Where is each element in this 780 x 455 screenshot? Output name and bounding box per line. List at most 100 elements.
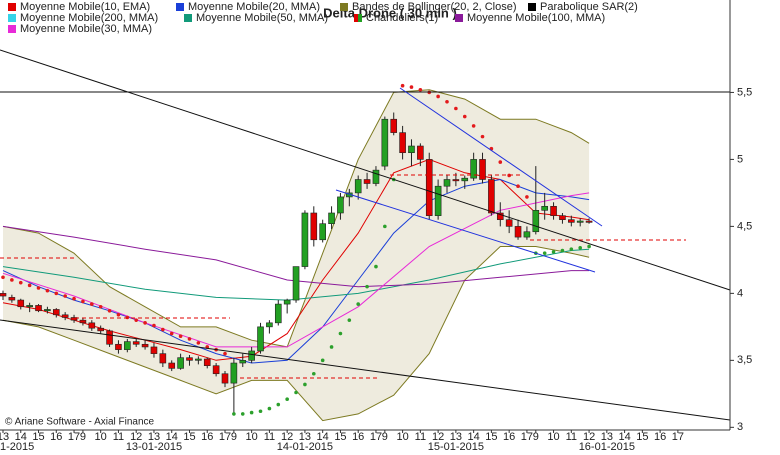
x-tick-label: 9 <box>382 431 388 443</box>
sar-dot <box>569 247 574 251</box>
candle-body <box>177 357 184 369</box>
x-tick-label: 12 <box>432 431 444 443</box>
date-label: 14-01-2015 <box>277 441 333 453</box>
candle-body <box>221 373 229 384</box>
legend-label: Bandes de Bollinger(20, 2, Close) <box>352 1 516 13</box>
x-tick-label: 14 <box>468 431 480 443</box>
candle-body <box>97 327 104 332</box>
footer: © Ariane Software - Axial Finance <box>5 417 155 428</box>
candle-body <box>106 330 113 345</box>
sar-dot <box>338 331 343 336</box>
sar-dot <box>365 284 369 289</box>
dashed-levels <box>0 174 686 379</box>
candle-body <box>52 309 60 316</box>
sar-dot <box>258 409 263 414</box>
sar-dot <box>480 134 485 139</box>
y-tick-label: 4 <box>737 287 743 299</box>
x-tick-label: 15 <box>485 431 497 443</box>
sar-dot <box>249 410 254 415</box>
sar-dot <box>98 304 103 309</box>
legend-label: Moyenne Mobile(200, MMA) <box>20 12 158 24</box>
candle-body <box>44 309 51 312</box>
sar-dot <box>232 412 236 416</box>
sar-dot <box>454 106 458 111</box>
candle-body <box>150 346 158 354</box>
sar-dot <box>72 296 76 301</box>
x-tick-label: 16 <box>503 431 515 443</box>
candle-body <box>390 118 398 133</box>
sar-dot <box>196 341 201 345</box>
x-tick-label: 17 <box>370 431 382 443</box>
x-tick-label: 10 <box>547 431 559 443</box>
candle-body <box>576 220 584 223</box>
legend-swatch <box>455 14 463 22</box>
sar-dot <box>18 280 23 285</box>
x-tick-label: 14 <box>15 431 27 443</box>
sar-dot <box>383 224 387 229</box>
ma-line <box>2 178 590 364</box>
sar-dot <box>471 124 476 128</box>
x-tick-label: 16 <box>352 431 364 443</box>
sar-dot <box>81 299 85 304</box>
sar-dot <box>1 275 5 280</box>
sar-dot <box>143 321 147 325</box>
trend-line <box>399 87 603 227</box>
x-tick-label: 11 <box>415 431 426 443</box>
ma-line <box>2 248 590 301</box>
legend-swatch <box>528 3 536 11</box>
candle-body <box>257 326 264 352</box>
x-tick-label: 10 <box>396 431 408 443</box>
sar-dot <box>240 412 245 416</box>
plot <box>0 83 593 422</box>
x-tick-label: 16 <box>654 431 666 443</box>
legend-swatch <box>8 3 16 11</box>
candle-body <box>461 177 469 182</box>
candle-body <box>26 305 33 308</box>
candle-body <box>443 179 451 187</box>
trend-lines <box>0 49 731 421</box>
x-tick-label: 14 <box>317 431 329 443</box>
candle-body <box>292 266 300 301</box>
x-tick-label: 9 <box>533 431 539 443</box>
candle-body <box>124 341 131 350</box>
candle-body <box>301 212 309 267</box>
sar-dot <box>462 114 467 119</box>
candle-body <box>61 314 69 318</box>
x-tick-label: 14 <box>618 431 630 443</box>
sar-dot <box>312 371 316 376</box>
sar-dot <box>498 160 503 164</box>
x-tick-label: 15 <box>32 431 44 443</box>
candle-body <box>532 210 540 233</box>
candle-body <box>328 212 335 225</box>
candle-body <box>363 179 371 184</box>
sar-dot <box>436 94 440 99</box>
sar-dot <box>134 318 138 322</box>
candle-body <box>203 358 211 367</box>
x-tick-label: 11 <box>566 431 577 443</box>
sar-dot <box>418 87 423 92</box>
trend-line <box>335 189 596 273</box>
candle-body <box>337 196 344 214</box>
sar-dot <box>285 397 289 401</box>
candle-body <box>88 322 96 329</box>
sar-dot <box>276 402 281 407</box>
candle-body <box>399 132 406 154</box>
legend-label: Moyenne Mobile(30, MMA) <box>20 23 152 35</box>
candle-body <box>0 293 7 297</box>
x-tick-label: 16 <box>50 431 62 443</box>
x-tick-label: 9 <box>231 431 237 443</box>
x-tick-label: 17 <box>521 431 533 443</box>
sar-dot <box>551 250 556 254</box>
legend-label: Moyenne Mobile(20, MMA) <box>188 1 320 13</box>
legend-swatch <box>176 3 184 11</box>
legend-swatch <box>8 14 16 22</box>
sar-dot <box>54 291 59 296</box>
sar-dot <box>525 195 529 199</box>
candle-body <box>274 303 282 324</box>
sar-dot <box>409 85 414 89</box>
date-label: 16-01-2015 <box>579 441 635 453</box>
band-lower <box>2 246 590 422</box>
sar-dot <box>125 315 130 320</box>
candle-body <box>568 219 575 223</box>
x-tick-label: 13 <box>299 431 311 443</box>
